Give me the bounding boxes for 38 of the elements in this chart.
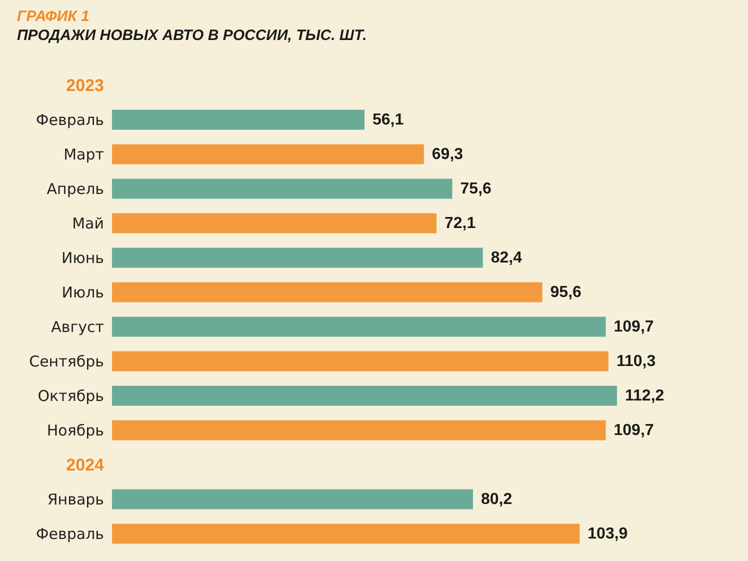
y-tick-label: Ноябрь xyxy=(46,421,104,440)
text: 2023 xyxy=(66,76,104,95)
data-label: 110,3 xyxy=(616,352,656,370)
y-tick-label: Март xyxy=(64,145,104,164)
bar xyxy=(112,144,424,164)
y-tick-label: Февраль xyxy=(36,524,104,543)
data-label: 56,1 xyxy=(372,111,404,128)
data-label: 112,2 xyxy=(625,387,664,404)
data-label: 95,6 xyxy=(550,284,582,301)
bar xyxy=(112,316,606,337)
y-tick-label: Январь xyxy=(47,490,104,508)
bar xyxy=(112,110,364,130)
data-label: 80,2 xyxy=(480,490,512,508)
bar xyxy=(112,386,617,406)
bar xyxy=(112,213,437,234)
bar xyxy=(112,248,483,268)
bar xyxy=(112,178,452,199)
bar xyxy=(112,282,542,302)
y-tick-label: Август xyxy=(51,318,104,336)
y-tick-label: Июнь xyxy=(62,248,104,267)
data-label: 75,6 xyxy=(460,180,492,198)
chart-title: ГРАФИК 1 xyxy=(17,8,90,25)
text: 2024 xyxy=(66,455,105,474)
data-label: 109,7 xyxy=(614,422,654,439)
y-tick-label: Апрель xyxy=(46,180,104,198)
data-label: 109,7 xyxy=(614,318,654,336)
y-tick-label: Сентябрь xyxy=(29,352,104,370)
y-tick-label: Май xyxy=(72,214,104,232)
chart-subtitle: ПРОДАЖИ НОВЫХ АВТО В РОССИИ, ТЫС. ШТ. xyxy=(17,27,367,44)
y-tick-label: Октябрь xyxy=(38,386,104,405)
data-label: 69,3 xyxy=(432,146,464,163)
y-tick-label: Июль xyxy=(62,283,104,302)
bar xyxy=(112,420,606,440)
data-label: 103,9 xyxy=(588,525,628,542)
data-label: 72,1 xyxy=(444,214,476,232)
y-tick-label: Февраль xyxy=(36,110,104,129)
bar xyxy=(112,351,608,372)
data-label: 82,4 xyxy=(490,249,522,266)
